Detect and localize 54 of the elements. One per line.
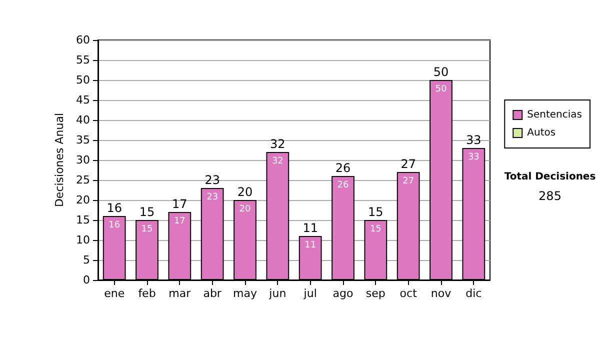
y-tick-label: 50 xyxy=(76,74,90,86)
total-label: 23 xyxy=(204,173,220,187)
y-tick-label: 20 xyxy=(76,194,90,206)
y-tick-label: 55 xyxy=(76,54,90,66)
total-label: 50 xyxy=(433,65,449,79)
y-tick-label: 5 xyxy=(83,254,90,266)
y-tick-label: 15 xyxy=(76,214,90,226)
data-label: 15 xyxy=(141,224,153,234)
data-label: 20 xyxy=(239,204,251,214)
x-tick-label: jul xyxy=(302,287,317,300)
y-tick-label: 25 xyxy=(76,174,90,186)
total-label: 17 xyxy=(172,197,188,211)
data-label: 15 xyxy=(370,224,382,234)
total-label: 16 xyxy=(106,201,122,215)
x-tick-label: ene xyxy=(104,287,125,300)
data-label: 26 xyxy=(337,180,349,190)
x-tick-label: may xyxy=(233,287,258,300)
y-tick-label: 60 xyxy=(76,34,90,46)
total-label: 27 xyxy=(400,157,416,171)
data-label: 11 xyxy=(304,240,316,250)
y-tick-label: 30 xyxy=(76,154,90,166)
text: Total Decisiones xyxy=(504,172,596,182)
y-tick-label: 45 xyxy=(76,94,90,106)
data-label: 50 xyxy=(435,84,447,94)
data-label: 32 xyxy=(272,156,284,166)
data-label: 23 xyxy=(206,192,218,202)
total-label: 20 xyxy=(237,185,253,199)
data-label: 17 xyxy=(174,216,186,226)
total-label: 15 xyxy=(368,205,384,219)
y-axis-title: Decisiones Anual xyxy=(53,112,66,208)
total-label: 33 xyxy=(466,133,482,147)
total-label: 11 xyxy=(302,221,318,235)
legend-label: Sentencias xyxy=(527,110,582,120)
x-tick-label: jun xyxy=(268,287,286,300)
total-label: 26 xyxy=(335,161,351,175)
data-label: 27 xyxy=(402,176,414,186)
y-tick-label: 0 xyxy=(83,274,90,286)
legend-label: Autos xyxy=(527,128,556,138)
total-label: 15 xyxy=(139,205,155,219)
y-tick-label: 10 xyxy=(76,234,90,246)
x-tick-label: nov xyxy=(430,287,452,300)
x-tick-label: abr xyxy=(203,287,222,300)
total-label: 32 xyxy=(270,137,286,151)
text: 285 xyxy=(538,189,562,203)
x-tick-label: feb xyxy=(138,287,156,300)
x-tick-label: mar xyxy=(168,287,192,300)
y-tick-label: 35 xyxy=(76,134,90,146)
x-tick-label: ago xyxy=(332,287,354,300)
x-tick-label: oct xyxy=(400,287,418,300)
x-tick-label: sep xyxy=(366,287,386,300)
data-label: 16 xyxy=(108,220,120,230)
x-tick-label: dic xyxy=(466,287,482,300)
data-label: 33 xyxy=(468,152,480,162)
y-tick-label: 40 xyxy=(76,114,90,126)
